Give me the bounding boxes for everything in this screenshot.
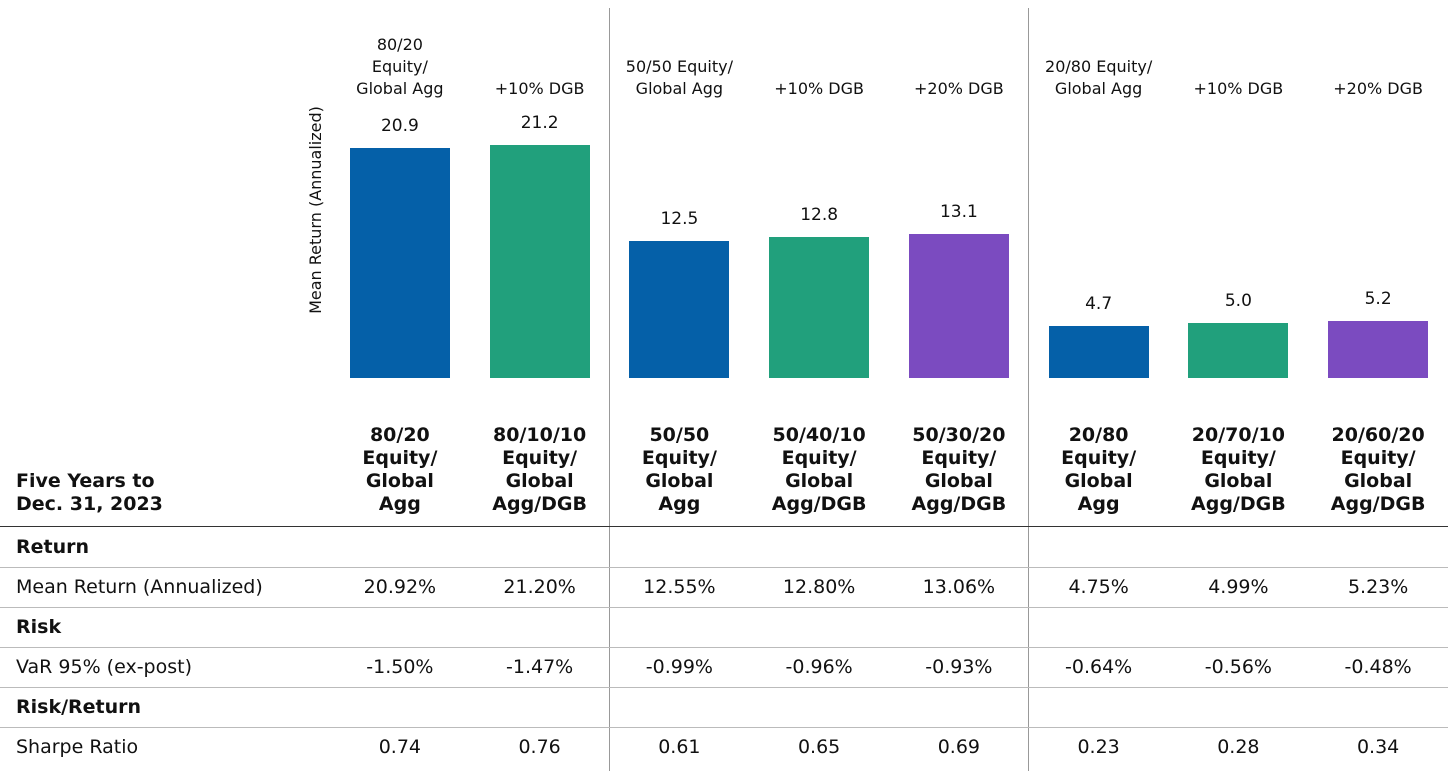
row-label: VaR 95% (ex-post) <box>16 656 192 678</box>
y-label-wrap: Mean Return (Annualized) <box>306 90 330 330</box>
row-rule <box>0 687 1448 688</box>
bar <box>629 240 730 378</box>
bar <box>349 148 450 378</box>
category-label: 20/80 Equity/ Global Agg <box>1045 57 1153 98</box>
row-label: Sharpe Ratio <box>16 736 139 758</box>
table-cell: 12.55% <box>643 576 716 598</box>
column-header: 20/60/20 Equity/ Global Agg/DGB <box>1330 424 1426 515</box>
table-corner: Five Years to Dec. 31, 2023 <box>16 470 163 515</box>
section-title: Return <box>16 536 90 558</box>
table-cell: 0.65 <box>797 736 841 758</box>
table-cell: -0.64% <box>1065 656 1133 678</box>
group-separator <box>608 8 610 771</box>
value-label: 13.1 <box>939 201 978 222</box>
table-cell: 0.69 <box>937 736 981 758</box>
row-rule <box>0 647 1448 648</box>
value-label: 21.2 <box>520 112 559 133</box>
category-label: +10% DGB <box>1193 79 1284 98</box>
table-cell: 0.61 <box>658 736 701 758</box>
value-label: 12.8 <box>800 205 839 226</box>
value-label: 5.2 <box>1364 288 1392 309</box>
bar <box>1188 323 1289 378</box>
header-rule <box>0 526 1448 527</box>
category-label: +10% DGB <box>494 79 585 98</box>
table-cell: 12.80% <box>782 576 856 598</box>
bar <box>908 233 1009 378</box>
column-header: 50/40/10 Equity/ Global Agg/DGB <box>771 424 867 515</box>
table-cell: -0.99% <box>645 656 713 678</box>
table-cell: -0.96% <box>785 656 853 678</box>
table-cell: -0.48% <box>1344 656 1412 678</box>
value-label: 12.5 <box>660 208 699 229</box>
row-label: Mean Return (Annualized) <box>16 576 263 598</box>
table-cell: 0.28 <box>1217 736 1260 758</box>
column-header: 50/50 Equity/ Global Agg <box>641 424 717 515</box>
column-header: 50/30/20 Equity/ Global Agg/DGB <box>911 424 1007 515</box>
table-cell: 21.20% <box>503 576 576 598</box>
column-header: 20/70/10 Equity/ Global Agg/DGB <box>1191 424 1286 515</box>
section-title: Risk/Return <box>16 696 142 718</box>
value-label: 5.0 <box>1224 291 1252 311</box>
category-label: 50/50 Equity/ Global Agg <box>625 57 733 98</box>
category-label: +10% DGB <box>774 79 864 98</box>
bar <box>1048 326 1149 378</box>
table-cell: -0.93% <box>925 656 993 678</box>
category-label: 80/20 Equity/ Global Agg <box>356 35 444 98</box>
table-cell: -1.47% <box>506 656 574 678</box>
group-separator <box>1027 8 1029 771</box>
row-rule <box>0 607 1448 608</box>
bar <box>1328 320 1429 378</box>
category-label: +20% DGB <box>1333 79 1423 98</box>
column-header: 80/10/10 Equity/ Global Agg/DGB <box>492 424 587 515</box>
row-rule <box>0 567 1448 568</box>
section-title: Risk <box>16 616 62 638</box>
table-cell: 0.74 <box>378 736 422 758</box>
table-cell: 20.92% <box>363 576 437 598</box>
value-label: 20.9 <box>380 116 419 137</box>
bar <box>769 237 870 378</box>
value-label: 4.7 <box>1085 294 1113 315</box>
row-rule <box>0 727 1448 728</box>
category-label: +20% DGB <box>914 79 1004 98</box>
bar <box>489 144 590 378</box>
table-cell: -0.56% <box>1204 656 1272 678</box>
column-header: 20/80 Equity/ Global Agg <box>1061 424 1137 515</box>
table-cell: 4.75% <box>1068 576 1129 598</box>
table-cell: -1.50% <box>366 656 434 678</box>
column-header: 80/20 Equity/ Global Agg <box>362 424 438 515</box>
table-cell: 0.34 <box>1356 736 1400 758</box>
table-cell: 13.06% <box>922 576 996 598</box>
y-axis-label: Mean Return (Annualized) <box>306 106 325 314</box>
table-cell: 0.76 <box>518 736 561 758</box>
table-cell: 4.99% <box>1208 576 1269 598</box>
table-cell: 5.23% <box>1347 576 1409 598</box>
table-cell: 0.23 <box>1077 736 1120 758</box>
